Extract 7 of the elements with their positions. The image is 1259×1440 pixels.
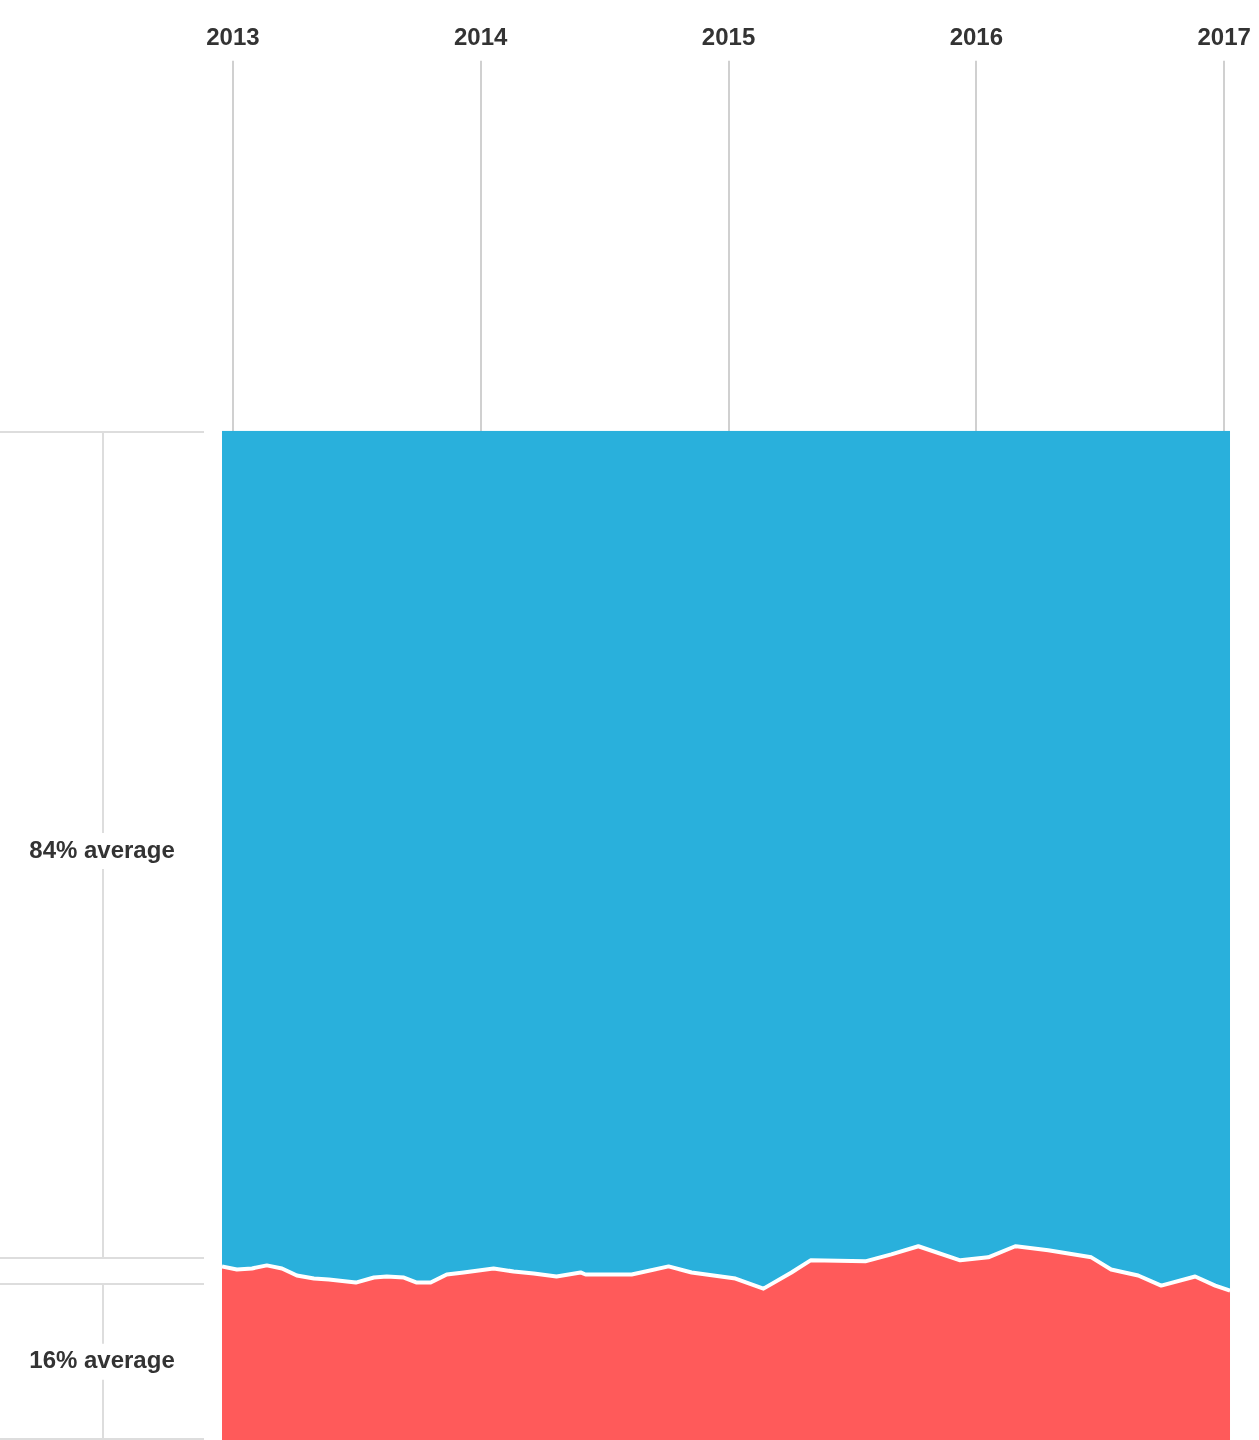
x-tick-label: 2014 [454,23,509,51]
text: 84% average [29,835,175,863]
x-tick-label: 2013 [206,23,260,51]
x-tick-label: 2017 [1197,23,1251,51]
text: 16% average [29,1346,175,1374]
x-tick-label: 2016 [949,23,1004,51]
x-tick-label: 2015 [701,23,756,51]
